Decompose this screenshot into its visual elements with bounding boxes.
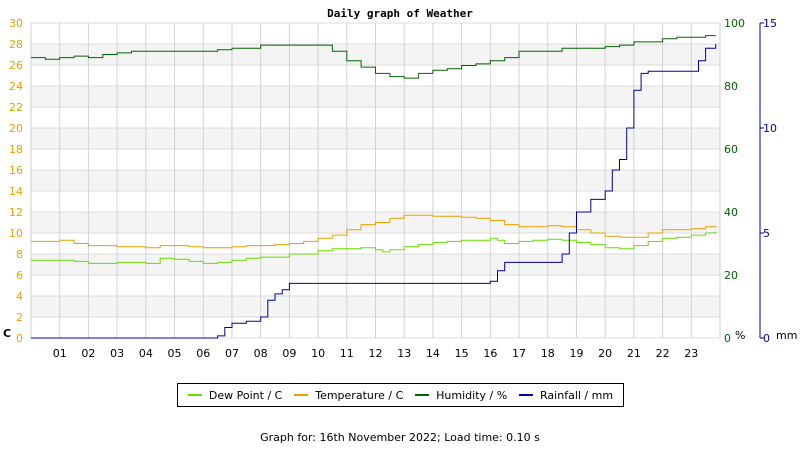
legend-label: Temperature / C [315, 388, 404, 402]
series-line-humidity [31, 35, 716, 79]
temperature-tick-label: 8 [16, 248, 23, 261]
temperature-tick-label: 0 [16, 332, 23, 345]
x-tick-label: 22 [656, 347, 670, 360]
rainfall-tick-label: 15 [763, 17, 777, 30]
temperature-tick-label: 12 [9, 206, 23, 219]
legend-item: Humidity / % [415, 389, 507, 402]
legend-item: Temperature / C [294, 389, 403, 402]
temperature-tick-label: 10 [9, 227, 23, 240]
series-line-rainfall [31, 44, 717, 339]
temperature-tick-label: 26 [9, 59, 23, 72]
x-tick-label: 20 [598, 347, 612, 360]
legend-label: Dew Point / C [208, 388, 283, 402]
x-tick-label: 17 [512, 347, 526, 360]
temperature-tick-label: 24 [9, 80, 23, 93]
temperature-unit-label: C [3, 327, 11, 340]
legend-swatch [294, 394, 309, 396]
humidity-tick-label: 0 [724, 332, 731, 345]
legend-swatch [519, 394, 534, 396]
x-tick-label: 07 [225, 347, 239, 360]
x-tick-label: 12 [369, 347, 383, 360]
x-tick-label: 11 [340, 347, 354, 360]
temperature-tick-label: 18 [9, 143, 23, 156]
temperature-tick-label: 6 [16, 269, 23, 282]
footer-status: Graph for: 16th November 2022; Load time… [260, 431, 540, 444]
x-tick-label: 21 [627, 347, 641, 360]
x-tick-label: 03 [110, 347, 124, 360]
x-tick-label: 15 [455, 347, 469, 360]
x-tick-label: 19 [569, 347, 583, 360]
series-line-dew [31, 231, 717, 264]
humidity-unit-label: % [735, 329, 745, 342]
legend-item: Dew Point / C [187, 388, 283, 402]
rainfall-tick-label: 0 [763, 332, 770, 345]
humidity-tick-label: 20 [724, 269, 738, 282]
x-tick-label: 06 [196, 347, 210, 360]
legend: Dew Point / C Temperature / C Humidity / %… [177, 383, 624, 407]
legend-label: Humidity / % [436, 388, 508, 402]
rainfall-tick-label: 10 [763, 122, 777, 135]
rainfall-tick-label: 5 [763, 227, 770, 240]
rainfall-unit-label: mm [776, 329, 797, 342]
legend-swatch [415, 394, 430, 396]
x-tick-label: 23 [684, 347, 698, 360]
x-tick-label: 18 [541, 347, 555, 360]
x-tick-label: 16 [483, 347, 497, 360]
humidity-tick-label: 60 [724, 143, 738, 156]
humidity-tick-label: 80 [724, 80, 738, 93]
x-tick-label: 13 [397, 347, 411, 360]
x-tick-label: 05 [168, 347, 182, 360]
chart-title: Daily graph of Weather [327, 7, 473, 20]
temperature-tick-label: 2 [16, 311, 23, 324]
legend-swatch [187, 394, 202, 396]
x-tick-label: 08 [254, 347, 268, 360]
legend-item: Rainfall / mm [519, 389, 613, 402]
x-tick-label: 02 [81, 347, 95, 360]
humidity-tick-label: 100 [724, 17, 745, 30]
temperature-tick-label: 22 [9, 101, 23, 114]
temperature-tick-label: 20 [9, 122, 23, 135]
series-line-temperature [31, 214, 717, 249]
temperature-tick-label: 4 [16, 290, 23, 303]
humidity-tick-label: 40 [724, 206, 738, 219]
x-tick-label: 01 [53, 347, 67, 360]
x-tick-label: 04 [139, 347, 153, 360]
temperature-tick-label: 28 [9, 38, 23, 51]
x-tick-label: 09 [282, 347, 296, 360]
legend-label: Rainfall / mm [540, 388, 614, 402]
temperature-tick-label: 14 [9, 185, 23, 198]
x-tick-label: 14 [426, 347, 440, 360]
temperature-tick-label: 16 [9, 164, 23, 177]
x-tick-label: 10 [311, 347, 325, 360]
temperature-tick-label: 30 [9, 17, 23, 30]
